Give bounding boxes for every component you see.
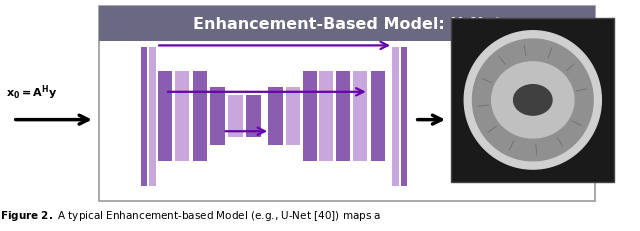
Polygon shape <box>464 32 602 169</box>
Bar <box>228 96 243 137</box>
Bar <box>141 47 147 186</box>
Bar <box>319 72 333 162</box>
Bar <box>268 88 283 146</box>
Bar <box>336 72 350 162</box>
Polygon shape <box>514 85 552 116</box>
Polygon shape <box>472 40 593 161</box>
Text: $\mathbf{x_0 = A^{H}y}$: $\mathbf{x_0 = A^{H}y}$ <box>6 83 58 102</box>
Bar <box>246 96 261 137</box>
Bar <box>392 47 399 186</box>
Polygon shape <box>492 63 574 138</box>
Bar <box>303 72 317 162</box>
Bar <box>286 88 300 146</box>
Bar <box>193 72 207 162</box>
Bar <box>99 7 595 201</box>
Bar <box>175 72 189 162</box>
Text: $\bf{Figure\ 2.}$ A typical Enhancement-based Model (e.g., U-Net [40]) maps a: $\bf{Figure\ 2.}$ A typical Enhancement-… <box>0 208 381 222</box>
Bar <box>401 47 407 186</box>
Bar <box>158 72 172 162</box>
Text: Enhancement-Based Model: U-Net: Enhancement-Based Model: U-Net <box>193 17 502 32</box>
Bar <box>451 18 614 182</box>
Bar <box>210 88 225 146</box>
Bar <box>99 7 595 42</box>
Bar <box>371 72 385 162</box>
Bar <box>353 72 367 162</box>
Bar <box>149 47 156 186</box>
